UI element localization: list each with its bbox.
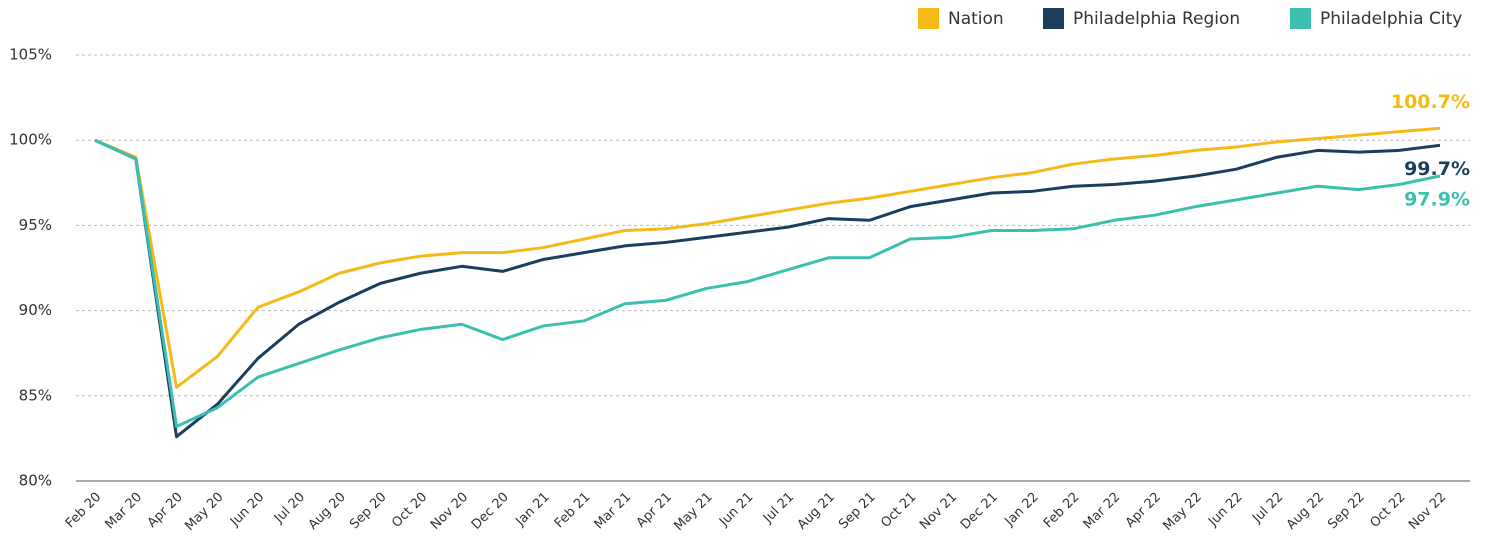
x-tick-label: Jul 21 (760, 490, 797, 527)
x-tick-label: Apr 20 (145, 490, 186, 531)
end-label: 100.7% (1391, 91, 1470, 113)
x-tick-label: Nov 22 (1406, 490, 1449, 533)
x-tick-label: Oct 22 (1367, 490, 1408, 531)
x-tick-label: Feb 21 (552, 490, 594, 532)
legend-swatch (918, 8, 939, 29)
end-label: 97.9% (1404, 188, 1470, 210)
x-tick-label: Mar 20 (102, 490, 145, 533)
x-tick-label: Jun 20 (227, 490, 267, 530)
x-tick-label: Apr 22 (1123, 490, 1164, 531)
x-tick-label: Jan 21 (513, 490, 553, 530)
legend-text: Nation (948, 9, 1004, 29)
x-tick-label: Aug 20 (306, 490, 349, 533)
x-tick-label: Dec 20 (469, 490, 512, 533)
x-tick-label: Feb 22 (1041, 490, 1083, 532)
y-tick-label: 90% (19, 301, 52, 319)
x-tick-label: Sep 22 (1325, 490, 1368, 533)
x-tick-label: Mar 21 (592, 490, 635, 533)
legend-text: Philadelphia Region (1073, 9, 1240, 29)
x-tick-label: Aug 22 (1284, 490, 1327, 533)
x-tick-label: Sep 20 (347, 490, 390, 533)
legend-swatch (1290, 8, 1311, 29)
y-tick-label: 85% (19, 386, 52, 404)
x-tick-label: Aug 21 (795, 490, 838, 533)
x-tick-label: Sep 21 (836, 490, 879, 533)
x-tick-label: Jun 22 (1205, 490, 1245, 530)
end-label: 99.7% (1404, 158, 1470, 180)
x-tick-label: Jun 21 (716, 490, 756, 530)
x-tick-label: Nov 20 (428, 490, 471, 533)
x-tick-label: May 22 (1161, 490, 1205, 534)
legend-text: Philadelphia City (1320, 9, 1462, 29)
line-series (94, 126, 1441, 389)
y-tick-label: 100% (9, 131, 52, 149)
x-tick-label: Oct 21 (878, 490, 919, 531)
x-tick-label: Jan 22 (1002, 490, 1042, 530)
y-tick-label: 105% (9, 46, 52, 64)
x-tick-label: May 21 (671, 490, 715, 534)
x-tick-label: Apr 21 (634, 490, 675, 531)
y-tick-label: 95% (19, 216, 52, 234)
x-tick-label: Mar 22 (1081, 490, 1124, 533)
x-tick-label: Feb 20 (63, 490, 105, 532)
x-tick-label: Oct 20 (389, 490, 430, 531)
x-tick-label: Jul 22 (1249, 490, 1286, 527)
legend-swatch (1043, 8, 1064, 29)
y-tick-label: 80% (19, 472, 52, 490)
x-tick-label: Jul 20 (271, 490, 308, 527)
x-tick-label: May 20 (182, 490, 226, 534)
line-series (94, 138, 1441, 428)
x-tick-label: Dec 21 (958, 490, 1001, 533)
line-series (94, 138, 1441, 439)
x-tick-label: Nov 21 (917, 490, 960, 533)
